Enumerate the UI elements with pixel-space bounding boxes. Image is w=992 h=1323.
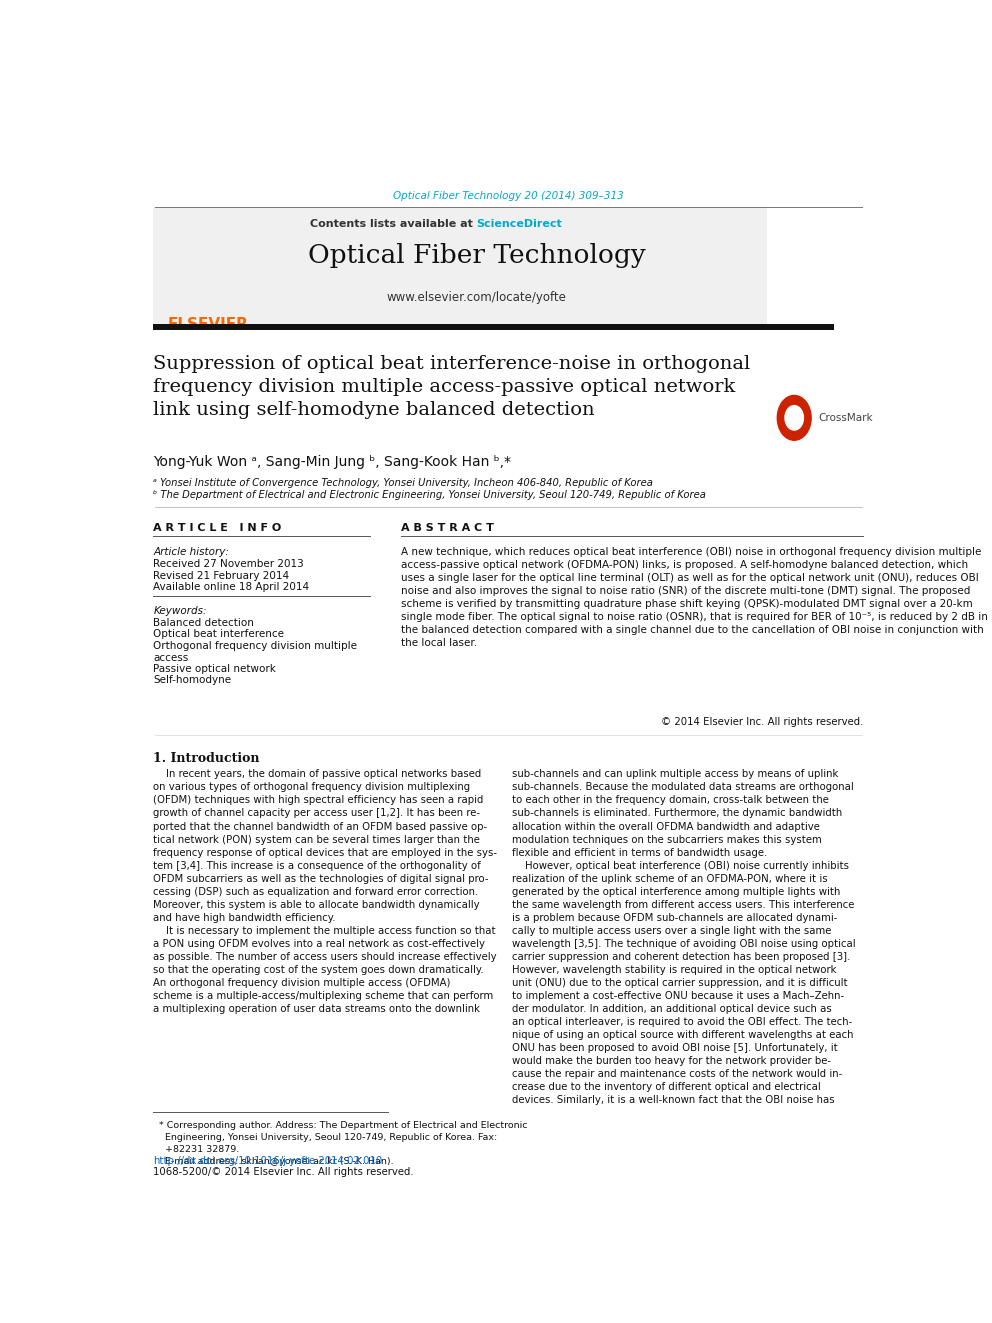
Bar bbox=[154, 208, 767, 327]
Text: Yong-Yuk Won ᵃ, Sang-Min Jung ᵇ, Sang-Kook Han ᵇ,*: Yong-Yuk Won ᵃ, Sang-Min Jung ᵇ, Sang-Ko… bbox=[154, 455, 512, 470]
Text: Contents lists available at: Contents lists available at bbox=[310, 218, 476, 229]
Text: Keywords:: Keywords: bbox=[154, 606, 207, 617]
Bar bbox=[154, 324, 834, 329]
Text: sub-channels and can uplink multiple access by means of uplink
sub-channels. Bec: sub-channels and can uplink multiple acc… bbox=[512, 770, 855, 1106]
Text: ᵃ Yonsei Institute of Convergence Technology, Yonsei University, Incheon 406-840: ᵃ Yonsei Institute of Convergence Techno… bbox=[154, 478, 654, 488]
Text: Optical Fiber Technology: Optical Fiber Technology bbox=[308, 243, 646, 269]
Text: Revised 21 February 2014: Revised 21 February 2014 bbox=[154, 570, 290, 581]
Text: Article history:: Article history: bbox=[154, 546, 229, 557]
Text: Available online 18 April 2014: Available online 18 April 2014 bbox=[154, 582, 310, 593]
Text: CrossMark: CrossMark bbox=[818, 413, 873, 423]
Text: Suppression of optical beat interference-noise in orthogonal
frequency division : Suppression of optical beat interference… bbox=[154, 355, 751, 419]
Text: Optical beat interference: Optical beat interference bbox=[154, 630, 285, 639]
Text: Received 27 November 2013: Received 27 November 2013 bbox=[154, 560, 305, 569]
Text: Optical Fiber Technology 20 (2014) 309–313: Optical Fiber Technology 20 (2014) 309–3… bbox=[393, 191, 624, 201]
Text: Passive optical network: Passive optical network bbox=[154, 664, 277, 673]
Circle shape bbox=[785, 406, 804, 430]
Text: ᵇ The Department of Electrical and Electronic Engineering, Yonsei University, Se: ᵇ The Department of Electrical and Elect… bbox=[154, 490, 706, 500]
Text: ScienceDirect: ScienceDirect bbox=[476, 218, 562, 229]
Text: A R T I C L E   I N F O: A R T I C L E I N F O bbox=[154, 523, 282, 533]
Text: 1068-5200/© 2014 Elsevier Inc. All rights reserved.: 1068-5200/© 2014 Elsevier Inc. All right… bbox=[154, 1167, 414, 1177]
Text: Balanced detection: Balanced detection bbox=[154, 618, 254, 627]
Text: 1. Introduction: 1. Introduction bbox=[154, 751, 260, 765]
Text: A new technique, which reduces optical beat interference (OBI) noise in orthogon: A new technique, which reduces optical b… bbox=[402, 546, 988, 648]
Text: http://dx.doi.org/10.1016/j.yofte.2014.02.010: http://dx.doi.org/10.1016/j.yofte.2014.0… bbox=[154, 1156, 383, 1166]
Text: © 2014 Elsevier Inc. All rights reserved.: © 2014 Elsevier Inc. All rights reserved… bbox=[661, 717, 863, 728]
Text: Orthogonal frequency division multiple
access: Orthogonal frequency division multiple a… bbox=[154, 640, 357, 663]
Text: Self-homodyne: Self-homodyne bbox=[154, 676, 231, 685]
Circle shape bbox=[778, 396, 811, 441]
Text: * Corresponding author. Address: The Department of Electrical and Electronic
   : * Corresponding author. Address: The Dep… bbox=[154, 1122, 528, 1166]
Text: www.elsevier.com/locate/yofte: www.elsevier.com/locate/yofte bbox=[387, 291, 566, 304]
Text: ELSEVIER: ELSEVIER bbox=[168, 316, 248, 332]
Text: In recent years, the domain of passive optical networks based
on various types o: In recent years, the domain of passive o… bbox=[154, 770, 497, 1015]
Text: A B S T R A C T: A B S T R A C T bbox=[402, 523, 494, 533]
